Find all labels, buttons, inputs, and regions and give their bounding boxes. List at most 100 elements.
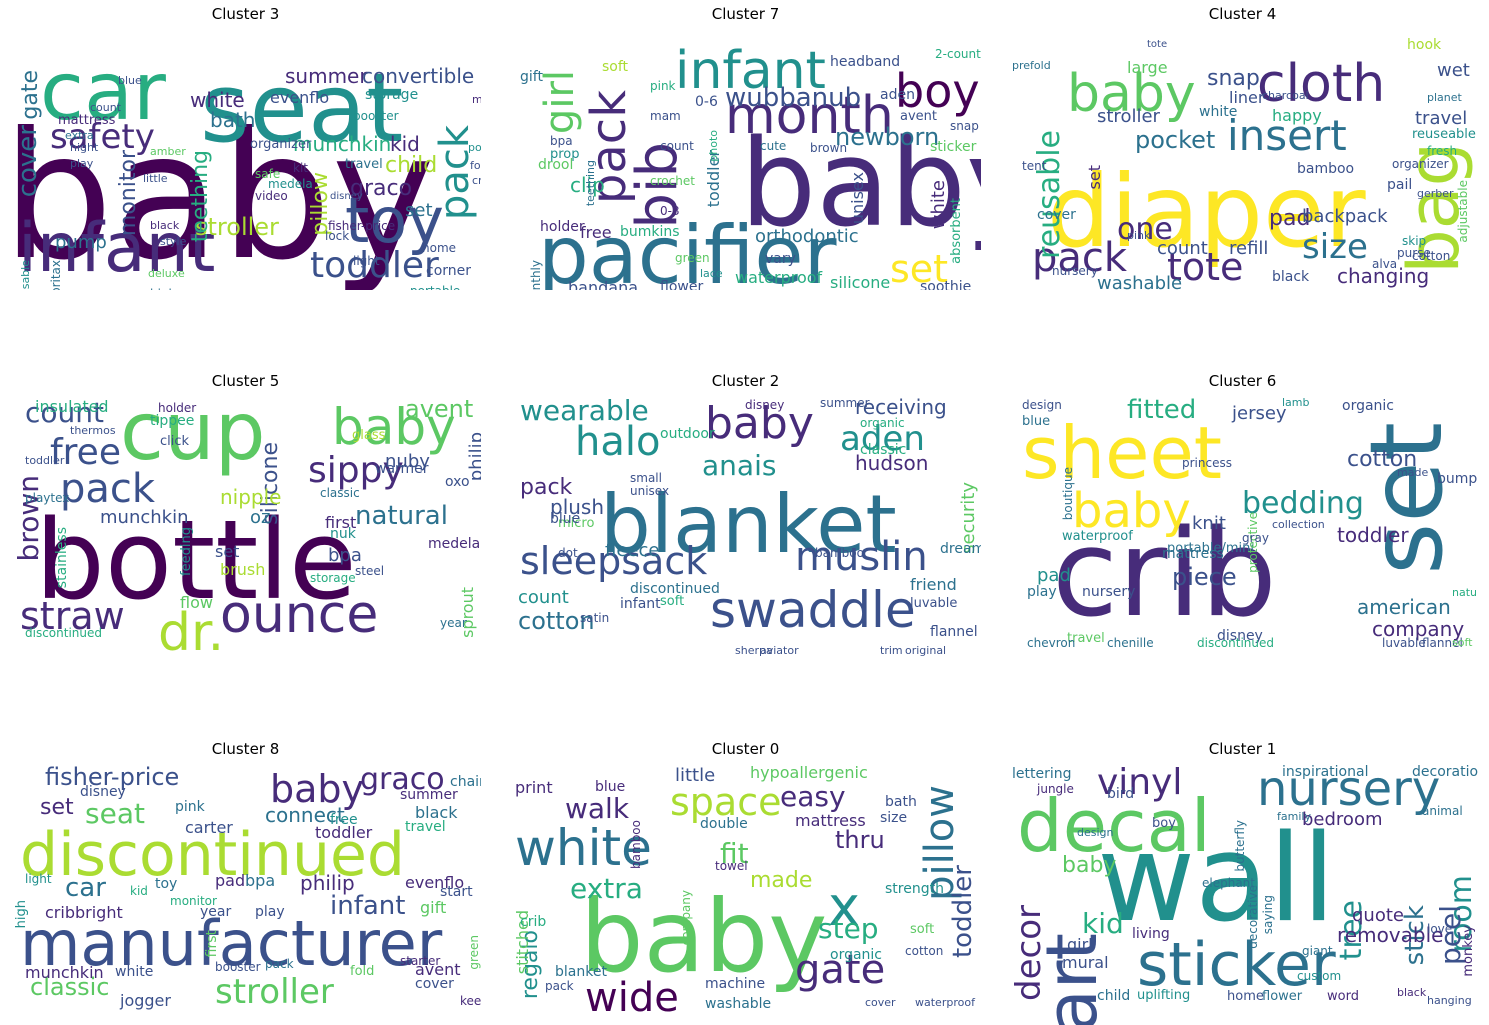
cloud-word: soothie — [920, 279, 972, 290]
cloud-word: bedroom — [1302, 809, 1383, 830]
cloud-word: word — [1327, 989, 1359, 1004]
cloud-word: refill — [1229, 238, 1269, 259]
cloud-word: baby — [705, 398, 814, 449]
cloud-word: year — [440, 616, 467, 630]
cloud-word: blue — [550, 511, 581, 527]
cloud-word: butterfly — [1233, 820, 1247, 872]
cloud-word: nursery — [1082, 584, 1136, 600]
cloud-word: disney — [330, 191, 363, 202]
panel-title: Cluster 2 — [711, 372, 780, 390]
cloud-word: photo — [707, 130, 720, 162]
cloud-word: toddler — [310, 245, 439, 286]
cloud-word: absorbent — [949, 198, 964, 264]
cloud-word: diaper — [1047, 153, 1366, 270]
cloud-word: pack — [265, 957, 294, 971]
cloud-word: cotton — [518, 607, 595, 635]
cloud-word: anais — [702, 449, 777, 482]
cloud-word: friend — [910, 575, 957, 594]
cloud-word: play — [70, 157, 94, 170]
cloud-word: evenflo — [270, 88, 330, 107]
panel-title: Cluster 6 — [1208, 372, 1277, 390]
cloud-word: white — [115, 964, 154, 980]
wordcloud-panel: Cluster 3 baby seat car infant toy safety toddl… — [10, 5, 481, 290]
cloud-word: insert — [1227, 111, 1347, 160]
wordcloud-panel: Cluster 4 diaper bag baby cloth insert pack tot… — [1007, 5, 1478, 290]
cloud-word: saying — [1261, 895, 1275, 935]
wordcloud-panel: Cluster 7babypacifierinfantmonthboybibpa… — [510, 5, 981, 291]
cloud-word: thermos — [70, 424, 116, 437]
cloud-word: one — [1117, 212, 1173, 247]
cloud-word: summer — [400, 787, 458, 803]
cloud-word: sprout — [458, 587, 477, 638]
cloud-word: portable/mini — [1167, 541, 1254, 556]
cloud-word: pad — [1269, 206, 1311, 231]
cloud-word: discontinued — [630, 581, 720, 597]
cloud-word: satin — [580, 611, 610, 625]
cloud-word: white — [928, 180, 949, 230]
cloud-word: love — [1427, 922, 1453, 936]
cloud-word: bumper — [1437, 471, 1478, 487]
cloud-word: strength — [885, 881, 944, 897]
cloud-word: blue — [1022, 414, 1051, 429]
cloud-word: unisex — [848, 172, 867, 225]
cloud-word: boy — [895, 64, 980, 118]
cloud-word: infant — [675, 41, 826, 101]
cloud-word: organic — [1342, 398, 1395, 414]
cloud-word: extra — [65, 129, 94, 142]
cloud-word: flannel — [930, 624, 978, 640]
cloud-word: classic — [860, 442, 907, 458]
cloud-word: black — [150, 219, 180, 232]
cloud-word: quote — [1352, 905, 1404, 926]
cloud-word: custom — [1297, 969, 1342, 983]
cloud-word: green — [675, 251, 710, 265]
cloud-word: connect — [265, 803, 345, 827]
word-cloud: crib set sheet baby bedding fitted cotton piece… — [1007, 397, 1478, 657]
cloud-word: easy — [780, 780, 846, 813]
cloud-word: holder — [158, 401, 197, 415]
cloud-word: space — [670, 780, 782, 824]
cloud-word: cover — [415, 976, 454, 992]
cloud-word: natural — [1452, 586, 1478, 599]
cloud-word: unisex — [630, 484, 670, 498]
cloud-word: monkey — [1461, 925, 1476, 977]
cloud-word: bpa — [550, 134, 573, 148]
cloud-word: keep — [460, 994, 481, 1008]
cloud-word: avent — [405, 397, 474, 423]
cloud-word: monitor — [116, 150, 141, 237]
cloud-word: piece — [1172, 563, 1237, 591]
cloud-word: teething — [188, 150, 213, 243]
cloud-word: waterproof — [1062, 529, 1133, 544]
cloud-word: infant — [330, 891, 406, 921]
cloud-word: gate — [795, 947, 886, 993]
cloud-word: boy — [1152, 816, 1176, 831]
cloud-word: double — [700, 816, 748, 832]
cloud-word: munchkin — [25, 963, 104, 982]
cloud-word: planet — [1427, 91, 1462, 104]
cloud-word: bottle — [35, 496, 357, 624]
cloud-word: blanket — [600, 478, 897, 571]
cloud-word: little — [675, 765, 716, 786]
cloud-word: bamboo — [629, 820, 643, 869]
cloud-word: aviator — [760, 644, 799, 657]
cloud-word: high — [150, 288, 176, 290]
cloud-word: classic — [30, 973, 110, 1001]
cloud-word: philip — [300, 871, 355, 895]
cloud-word: drool — [538, 157, 574, 173]
cloud-word: made — [1397, 466, 1429, 479]
cloud-word: bandana — [568, 278, 639, 291]
cloud-word: wubbanub — [725, 83, 862, 113]
cloud-word: soft — [910, 922, 935, 937]
cloud-word: gate — [18, 70, 43, 120]
cloud-word: luvable — [1382, 636, 1426, 650]
cloud-word: organizer — [250, 137, 312, 152]
cloud-word: jersey — [1232, 403, 1287, 424]
cloud-word: changing — [1337, 264, 1430, 288]
cloud-word: warmer — [375, 461, 429, 477]
cloud-word: dot — [558, 546, 578, 560]
cloud-word: cotton — [1412, 249, 1451, 263]
cloud-word: trim — [880, 644, 903, 657]
cloud-word: medela — [268, 177, 313, 191]
cloud-word: flow — [180, 593, 213, 612]
cloud-word: fresh — [1427, 144, 1458, 158]
cloud-word: vary — [765, 251, 796, 267]
